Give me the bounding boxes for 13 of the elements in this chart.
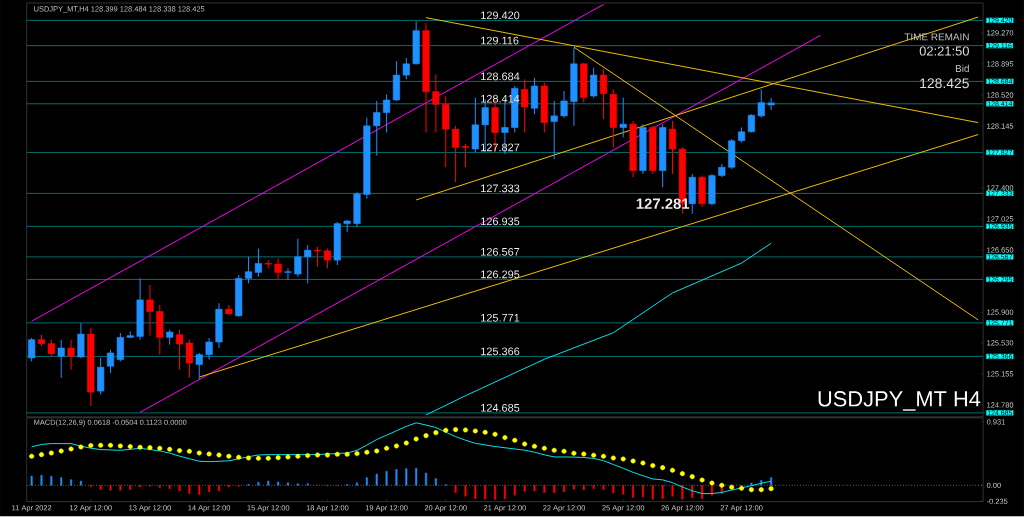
annotation: USDJPY_MT H4 xyxy=(818,391,981,411)
annotation: Bid xyxy=(955,64,969,73)
ref-line-label: 125.366 xyxy=(481,347,520,356)
ref-line-label: 129.420 xyxy=(481,11,520,20)
ref-line-label: 124.685 xyxy=(481,404,520,412)
ref-line-label: 127.333 xyxy=(481,184,520,193)
annotation: 128.425 xyxy=(920,78,969,89)
annotation: 02:21:50 xyxy=(919,46,969,56)
ref-line-label: 128.684 xyxy=(481,72,520,81)
ref-line-label: 129.116 xyxy=(481,36,519,45)
ref-line-label: 126.567 xyxy=(481,248,520,256)
ref-line-label: 125.771 xyxy=(481,314,520,322)
ref-line-label: 126.295 xyxy=(481,270,520,279)
